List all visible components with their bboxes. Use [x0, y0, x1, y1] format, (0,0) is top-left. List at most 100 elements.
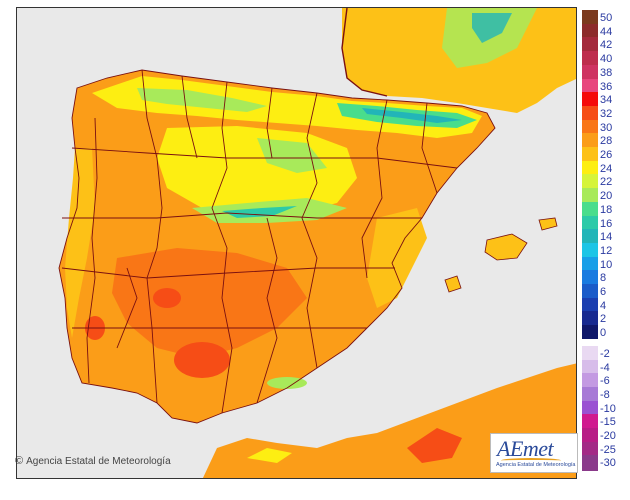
legend-label: -6 [600, 375, 610, 388]
legend-swatch [582, 51, 598, 68]
legend-label: 10 [600, 258, 613, 271]
legend-entry: 4 [582, 297, 628, 314]
legend-entry: 42 [582, 37, 628, 54]
legend-entry: 40 [582, 51, 628, 68]
legend-swatch [582, 160, 598, 177]
temperature-legend: 50 44 42 40 38 36 34 32 30 28 26 24 22 20 18 16 14 12 10 8 6… [582, 10, 628, 472]
legend-entry: -2 [582, 345, 628, 362]
legend-swatch [582, 284, 598, 300]
legend-label: 8 [600, 272, 607, 285]
legend-label: -30 [600, 457, 616, 470]
hotspot-sevilla [174, 342, 230, 378]
legend-entry: 24 [582, 160, 628, 177]
copyright-credit: © Agencia Estatal de Meteorología [15, 455, 171, 467]
legend-swatch [582, 386, 598, 403]
legend-label: 40 [600, 53, 613, 66]
logo-brand: AEmet [497, 436, 554, 461]
legend-entry: 50 [582, 10, 628, 26]
legend-entry: 16 [582, 215, 628, 232]
legend-swatch [582, 10, 598, 26]
iberian-system-cool [257, 138, 327, 173]
legend-entry: 38 [582, 64, 628, 81]
legend-label: 32 [600, 107, 613, 120]
portugal-coast [65, 148, 95, 338]
legend-entry: 12 [582, 242, 628, 259]
central-system-cold [222, 206, 297, 218]
legend-label: 24 [600, 162, 613, 175]
legend-label: -4 [600, 361, 610, 374]
legend-label: 0 [600, 327, 607, 340]
legend-entry: -8 [582, 386, 628, 403]
legend-entry: 36 [582, 78, 628, 95]
legend-swatch [582, 242, 598, 259]
legend-entry: -20 [582, 428, 628, 444]
menorca [538, 217, 558, 231]
legend-swatch [582, 455, 598, 472]
legend-entry: 6 [582, 284, 628, 300]
legend-swatch [582, 256, 598, 273]
legend-swatch [582, 400, 598, 417]
legend-swatch [582, 78, 598, 95]
rif-cool [247, 448, 292, 463]
legend-label: 26 [600, 149, 613, 161]
temperature-map [16, 7, 577, 479]
legend-label: 6 [600, 286, 607, 298]
legend-label: 2 [600, 313, 607, 326]
legend-swatch [582, 441, 598, 458]
legend-swatch [582, 428, 598, 444]
legend-entry: 22 [582, 174, 628, 191]
legend-entry: 34 [582, 92, 628, 109]
legend-entry: 18 [582, 201, 628, 218]
legend-swatch [582, 133, 598, 150]
legend-label: 20 [600, 190, 613, 203]
legend-entry: 0 [582, 325, 628, 342]
legend-label: -10 [600, 402, 616, 415]
legend-label: -20 [600, 430, 616, 442]
legend-swatch [582, 37, 598, 54]
legend-swatch [582, 270, 598, 287]
map-canvas [17, 8, 576, 478]
legend-swatch [582, 147, 598, 163]
legend-label: 12 [600, 244, 613, 257]
legend-swatch [582, 325, 598, 342]
legend-swatch [582, 215, 598, 232]
legend-entry: 8 [582, 270, 628, 287]
legend-entry: -15 [582, 414, 628, 431]
legend-swatch [582, 174, 598, 191]
legend-label: 16 [600, 217, 613, 230]
legend-swatch [582, 297, 598, 314]
hotspot-cordoba [153, 288, 181, 308]
legend-swatch [582, 311, 598, 328]
legend-entry: -6 [582, 373, 628, 390]
atlas-hot [407, 428, 462, 463]
pyrenees-cold [362, 108, 462, 123]
legend-label: 50 [600, 12, 613, 24]
logo-swoosh-icon [501, 458, 561, 463]
legend-label: 22 [600, 176, 613, 189]
legend-label: -2 [600, 347, 610, 360]
legend-label: 14 [600, 231, 613, 244]
legend-label: -25 [600, 443, 616, 456]
credit-text: Agencia Estatal de Meteorología [26, 456, 171, 467]
legend-swatch [582, 119, 598, 136]
legend-swatch [582, 201, 598, 218]
legend-label: 44 [600, 25, 613, 38]
legend-swatch [582, 373, 598, 390]
aemet-logo: AEmet Agencia Estatal de Meteorología [490, 433, 578, 473]
legend-label: 4 [600, 299, 607, 312]
legend-swatch [582, 23, 598, 40]
legend-entry: 44 [582, 23, 628, 40]
legend-swatch [582, 359, 598, 376]
legend-entry: -30 [582, 455, 628, 472]
national-borders [341, 8, 388, 97]
legend-swatch [582, 92, 598, 109]
france-peaks [472, 13, 512, 43]
cantabrian-cool [137, 88, 267, 112]
legend-entry: -4 [582, 359, 628, 376]
legend-entry: 2 [582, 311, 628, 328]
legend-entry: -25 [582, 441, 628, 458]
ibiza [444, 275, 462, 293]
legend-swatch [582, 414, 598, 431]
legend-label: 36 [600, 80, 613, 93]
legend-label: 34 [600, 94, 613, 107]
